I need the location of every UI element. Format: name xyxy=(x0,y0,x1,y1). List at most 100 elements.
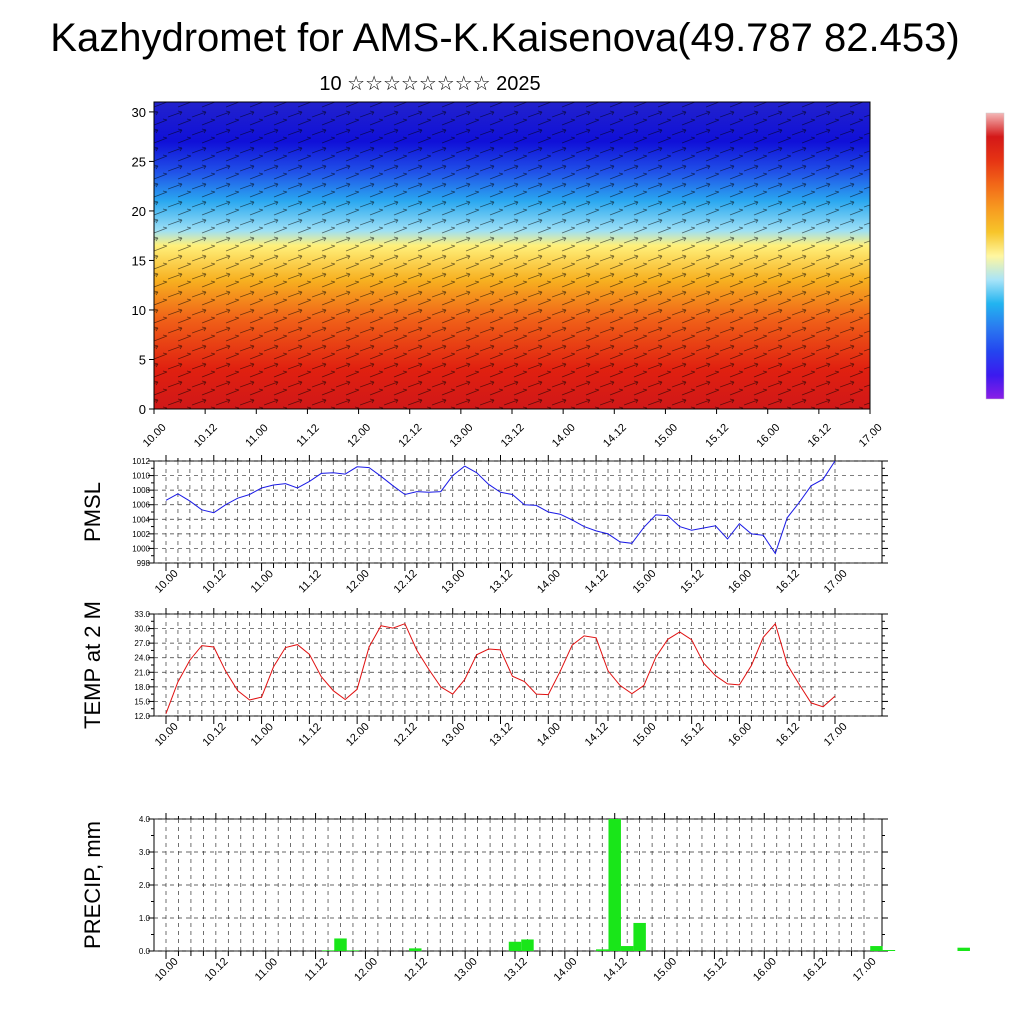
x-tick-label: 12.00 xyxy=(344,721,372,749)
wind-vectors xyxy=(154,102,870,409)
x-tick-label: 12.12 xyxy=(392,721,420,749)
x-tick-label: 17.00 xyxy=(822,721,850,749)
x-tick-label: 10.12 xyxy=(201,568,229,596)
precip-bar xyxy=(321,950,335,951)
chart-subtitle: 10 ☆☆☆☆☆☆☆☆ 2025 xyxy=(319,73,541,95)
y-axis-label: TEMP at 2 M xyxy=(80,601,105,729)
pmsl-panel: 998 1000 1002 1004 1006 1008 1010 1012 10.00 10.1… xyxy=(80,455,888,596)
y-tick-label: 5 xyxy=(139,352,146,367)
series-line xyxy=(165,460,836,555)
x-tick-label: 14.12 xyxy=(583,721,611,749)
x-tick-label: 13.12 xyxy=(487,568,515,596)
x-tick-label: 13.00 xyxy=(439,568,467,596)
plot-frame xyxy=(153,460,883,564)
y-tick-label: 30.0 xyxy=(134,625,150,634)
x-tick-label: 14.12 xyxy=(601,422,629,450)
x-tick-label: 16.00 xyxy=(754,422,782,450)
x-tick-label: 12.00 xyxy=(344,568,372,596)
y-tick-label: 33.0 xyxy=(134,610,150,619)
x-tick-label: 10.00 xyxy=(141,422,169,450)
y-tick-label: 12.0 xyxy=(134,712,150,721)
x-tick-label: 13.12 xyxy=(499,422,527,450)
x-tick-label: 12.12 xyxy=(402,956,430,984)
chart-title: Kazhydromet for AMS-K.Kaisenova(49.787 8… xyxy=(50,16,960,60)
precip-bar xyxy=(334,938,347,951)
y-tick-label: 1002 xyxy=(132,530,150,539)
y-axis-label: PMSL xyxy=(80,482,105,542)
x-tick-label: 10.12 xyxy=(192,422,220,450)
y-tick-label: 27.0 xyxy=(134,639,150,648)
y-tick-label: 0.0 xyxy=(139,947,151,956)
y-tick-label: 0 xyxy=(139,402,146,417)
y-tick-label: 1010 xyxy=(132,472,150,481)
temp-panel: 12.0 15.0 18.0 21.0 24.0 27.0 30.0 33.0 10.00 10.… xyxy=(80,601,888,749)
x-tick-label: 11.00 xyxy=(253,956,280,983)
x-tick-label: 16.00 xyxy=(751,956,779,984)
y-axis-label: PRECIP, mm xyxy=(80,821,105,949)
x-tick-label: 12.00 xyxy=(345,422,373,450)
x-tick-label: 15.12 xyxy=(703,422,731,450)
precip-bar xyxy=(870,946,883,951)
x-tick-label: 11.12 xyxy=(303,956,330,983)
x-tick-label: 16.12 xyxy=(774,721,802,749)
y-tick-label: 4.0 xyxy=(139,815,151,824)
x-tick-label: 11.12 xyxy=(296,568,323,595)
y-tick-label: 20 xyxy=(132,204,146,219)
x-tick-label: 16.12 xyxy=(806,422,834,450)
precip-bar xyxy=(521,939,534,951)
y-tick-label: 1000 xyxy=(132,544,150,553)
y-tick-label: 18.0 xyxy=(134,683,150,692)
x-tick-label: 17.00 xyxy=(857,422,885,450)
x-tick-label: 15.00 xyxy=(651,956,679,984)
y-tick-label: 2.0 xyxy=(139,881,151,890)
x-tick-label: 16.00 xyxy=(726,721,754,749)
precip-bar xyxy=(409,948,422,951)
x-tick-label: 13.00 xyxy=(439,721,467,749)
y-tick-label: 15.0 xyxy=(134,697,150,706)
y-tick-label: 10 xyxy=(132,303,146,318)
x-tick-label: 14.12 xyxy=(601,956,629,984)
x-tick-label: 15.00 xyxy=(631,721,659,749)
colorbar-ramp xyxy=(985,112,1005,400)
x-tick-label: 14.00 xyxy=(552,956,580,984)
precip-bar xyxy=(620,946,634,951)
x-tick-label: 11.12 xyxy=(294,422,321,449)
y-tick-label: 1012 xyxy=(132,457,150,466)
x-tick-label: 10.00 xyxy=(153,568,181,596)
x-tick-label: 10.12 xyxy=(203,956,231,984)
y-tick-label: 1006 xyxy=(132,501,150,510)
y-tick-label: 30 xyxy=(132,105,146,120)
y-tick-label: 1004 xyxy=(132,515,150,524)
x-tick-label: 14.12 xyxy=(583,568,611,596)
y-tick-label: 3.0 xyxy=(139,848,151,857)
height-section-panel: 0 5 10 15 20 25 30 10.00 10.12 11.00 11.12 12.00 12.… xyxy=(132,101,885,450)
x-tick-label: 12.12 xyxy=(396,422,424,450)
y-tick-label: 15 xyxy=(132,253,146,268)
x-tick-label: 15.12 xyxy=(678,721,706,749)
x-tick-label: 13.00 xyxy=(448,422,476,450)
y-tick-label: 24.0 xyxy=(134,654,150,663)
y-tick-label: 998 xyxy=(137,559,151,568)
precip-bar xyxy=(596,949,609,951)
y-tick-label: 25 xyxy=(132,154,146,169)
x-tick-label: 14.00 xyxy=(550,422,578,450)
x-tick-label: 13.00 xyxy=(452,956,480,984)
x-tick-label: 15.00 xyxy=(652,422,680,450)
x-tick-label: 10.00 xyxy=(153,721,181,749)
precip-bar xyxy=(346,950,360,951)
x-tick-label: 14.00 xyxy=(535,721,563,749)
x-tick-label: 16.12 xyxy=(801,956,829,984)
x-tick-label: 12.00 xyxy=(352,956,380,984)
x-tick-label: 17.00 xyxy=(822,568,850,596)
y-tick-label: 1.0 xyxy=(139,914,151,923)
x-tick-label: 12.12 xyxy=(392,568,420,596)
x-tick-label: 13.12 xyxy=(502,956,530,984)
x-tick-label: 16.00 xyxy=(726,568,754,596)
precip-bar xyxy=(608,819,621,951)
series-line xyxy=(165,622,836,714)
x-tick-label: 14.00 xyxy=(535,568,563,596)
precip-panel: 0.0 1.0 2.0 3.0 4.0 10.00 10.12 11.00 11.12 12.00… xyxy=(80,813,970,984)
y-tick-label: 21.0 xyxy=(134,668,150,677)
x-tick-label: 15.12 xyxy=(678,568,706,596)
precip-bar xyxy=(882,950,896,951)
